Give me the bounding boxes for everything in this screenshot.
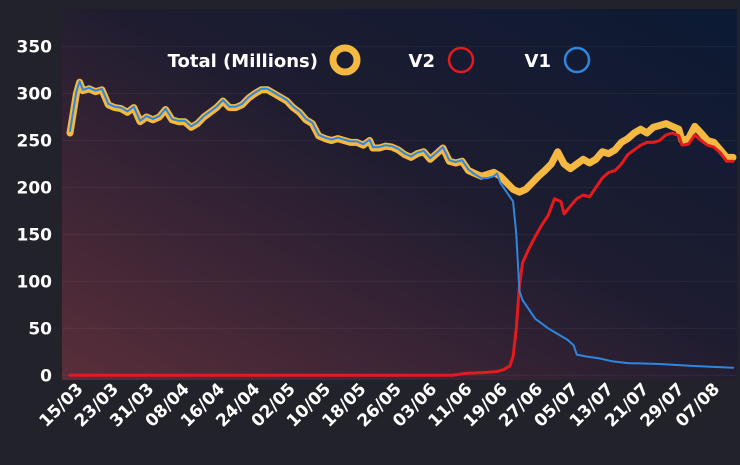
y-tick-label: 200: [17, 178, 53, 198]
legend-label-v2: V2: [409, 51, 435, 72]
y-tick-label: 300: [17, 85, 53, 105]
y-tick-label: 100: [17, 272, 53, 292]
y-tick-label: 150: [17, 225, 53, 245]
plot-background: [62, 9, 737, 380]
legend: Total (Millions) V2 V1: [168, 44, 591, 76]
y-tick-label: 0: [40, 366, 52, 386]
series-lines: [66, 78, 737, 377]
y-axis: 0 50 100 150 200 250 300 350: [17, 38, 53, 387]
y-tick-label: 50: [28, 319, 52, 339]
legend-marker-v2: [447, 46, 475, 74]
legend-marker-total: [329, 44, 361, 76]
series-line-v2: [68, 131, 735, 377]
y-tick-label: 350: [17, 38, 53, 58]
y-tick-label: 250: [17, 131, 53, 151]
grid: [62, 46, 737, 376]
legend-marker-v1: [563, 46, 591, 74]
series-line-v1: [69, 80, 734, 369]
x-axis: 15/0323/0331/0308/0416/0424/0402/0510/05…: [36, 379, 724, 431]
legend-label-total: Total (Millions): [168, 51, 318, 72]
legend-label-v1: V1: [525, 51, 551, 72]
